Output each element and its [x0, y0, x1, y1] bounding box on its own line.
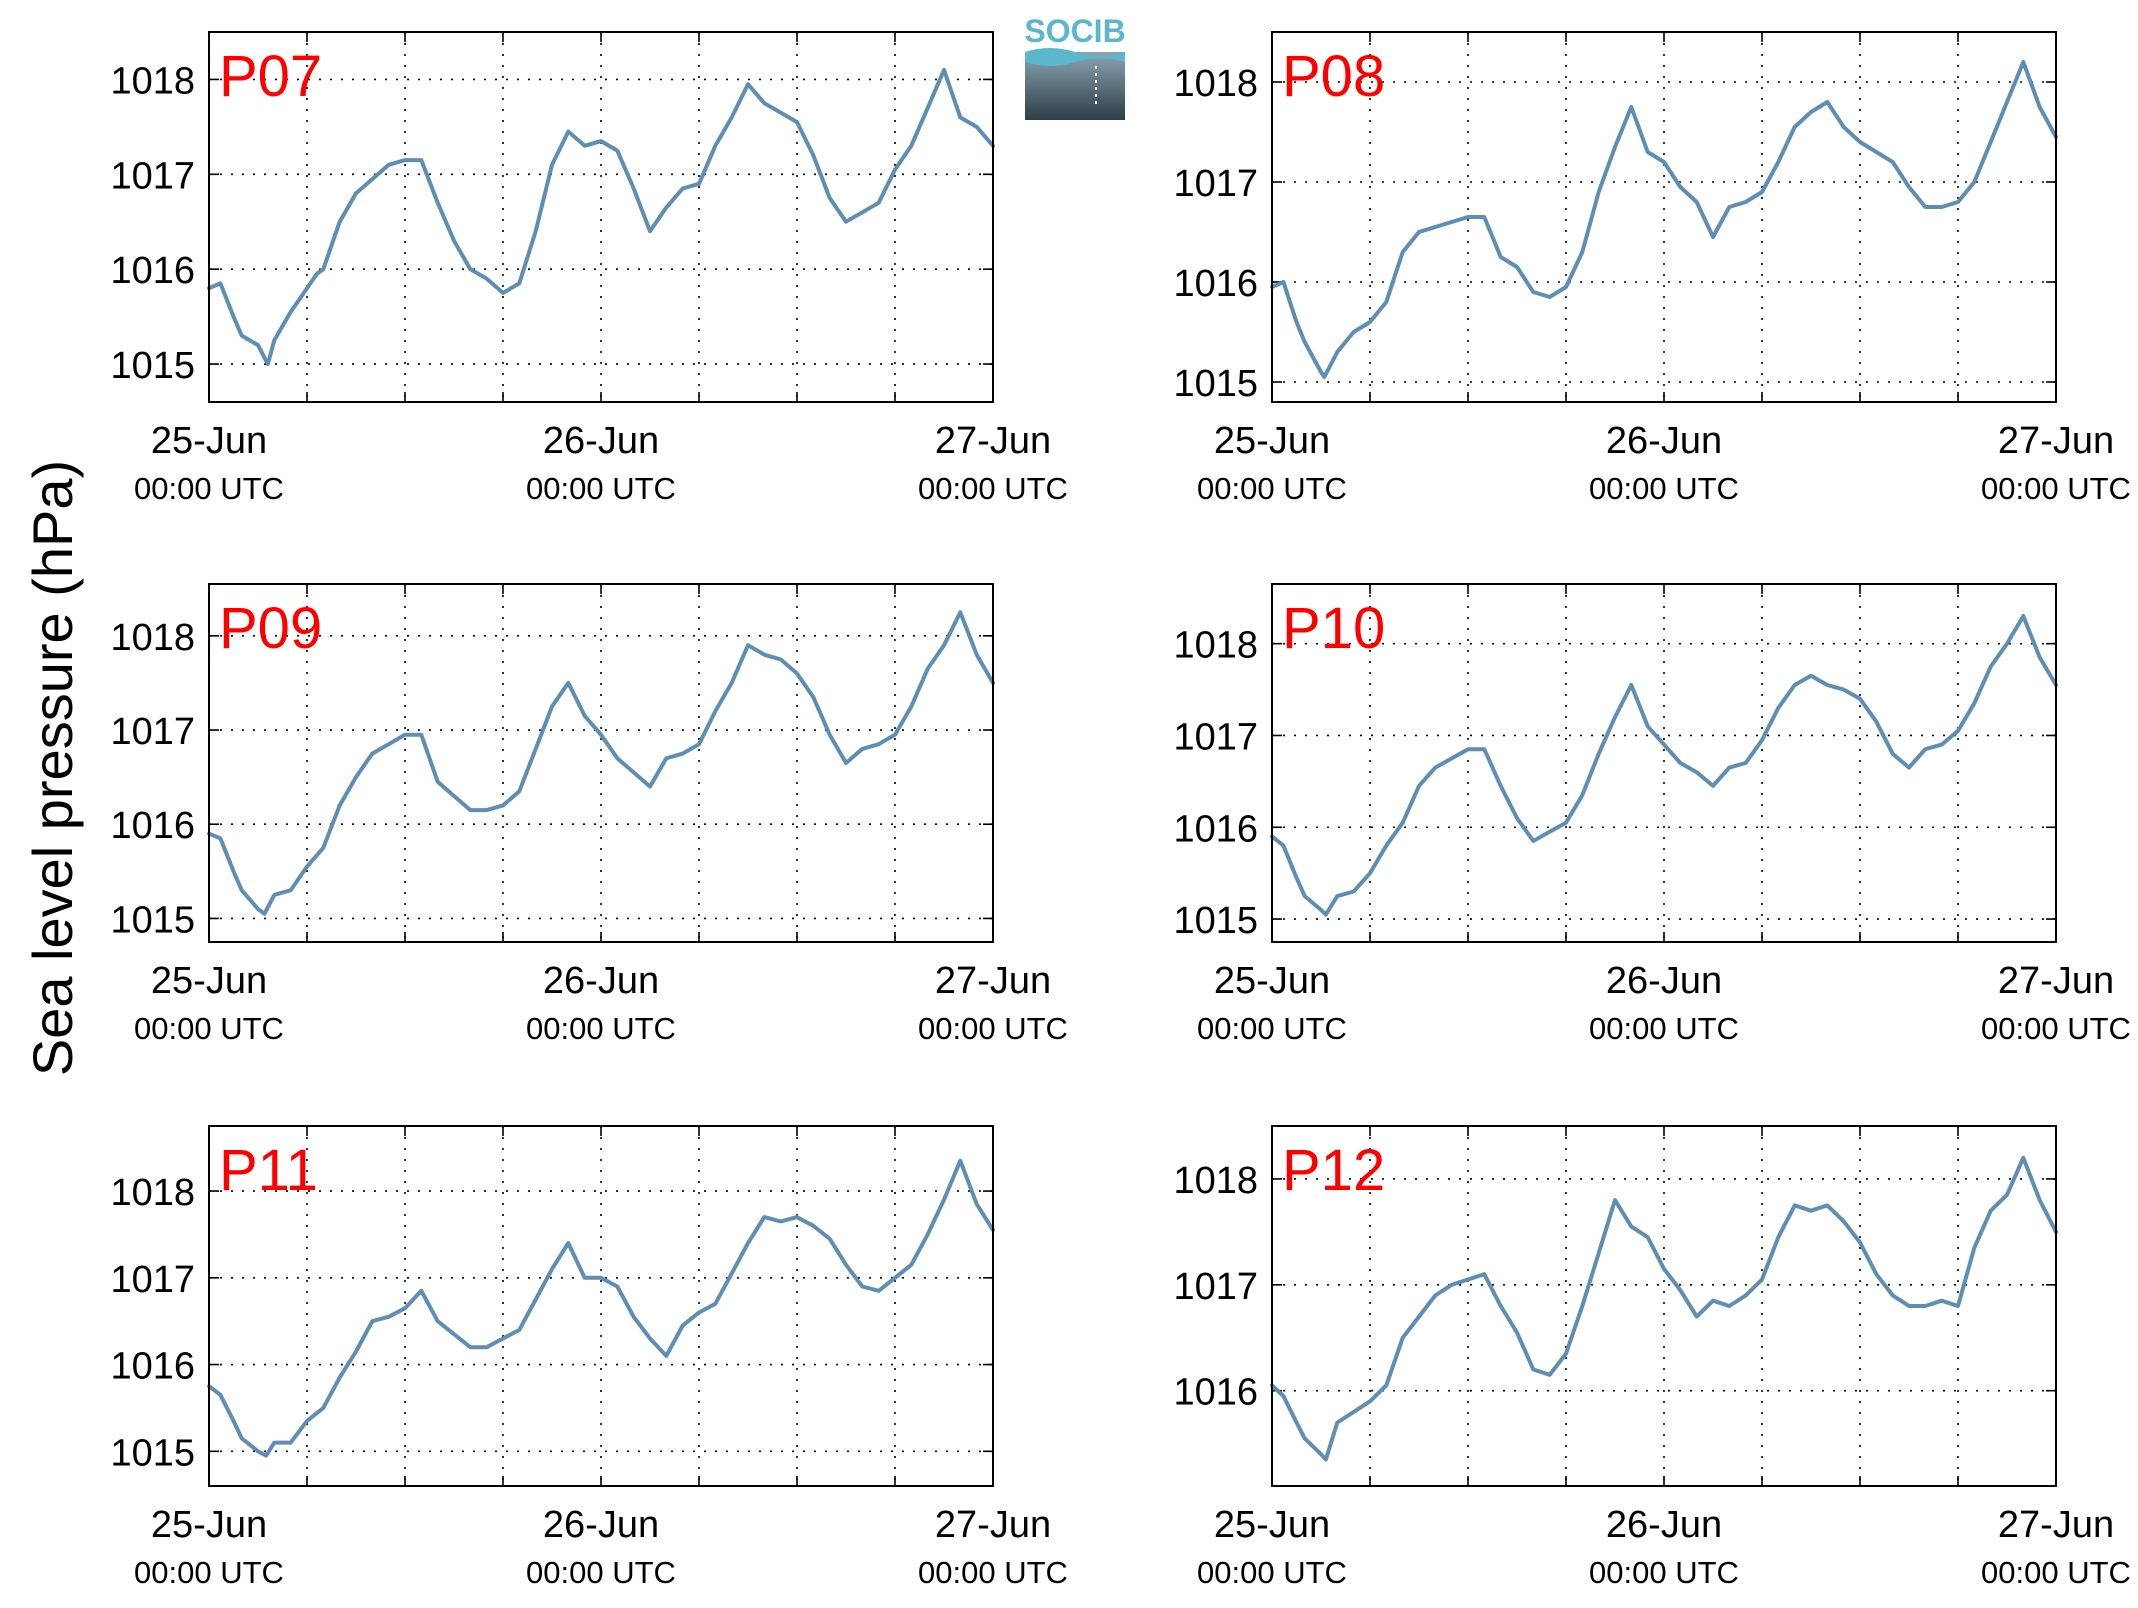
panel-p10: 1015 1016 1017 1018 25-Jun 00:00 UTC 26-Jun 00:… [1173, 583, 2131, 1046]
x-tick-label-time: 00:00 UTC [1981, 1011, 2131, 1046]
x-tick-label-date: 25-Jun [1214, 960, 1330, 1002]
x-tick-label-time: 00:00 UTC [918, 471, 1068, 506]
x-tick-label-date: 25-Jun [1214, 420, 1330, 462]
plot-frame [208, 31, 994, 403]
x-tick-label-date: 27-Jun [935, 1504, 1051, 1546]
x-tick-label-time: 00:00 UTC [918, 1011, 1068, 1046]
plot-frame [1271, 583, 2057, 943]
y-tick-label: 1015 [1173, 363, 1258, 405]
x-tick-label-time: 00:00 UTC [1981, 1555, 2131, 1590]
y-tick-label: 1015 [110, 345, 195, 387]
y-tick-label: 1016 [110, 805, 195, 847]
series-line-p07 [207, 67, 995, 367]
x-tick-label-time: 00:00 UTC [918, 1555, 1068, 1590]
y-tick-label: 1016 [1173, 808, 1258, 850]
y-tick-label: 1017 [1173, 1266, 1258, 1308]
y-tick-label: 1017 [110, 711, 195, 753]
x-tick-label-time: 00:00 UTC [1981, 471, 2131, 506]
panel-label: P09 [219, 596, 322, 661]
y-tick-label: 1017 [1173, 163, 1258, 205]
panel-label: P10 [1282, 596, 1385, 661]
panel-p11: 1015 1016 1017 1018 25-Jun 00:00 UTC 26-Jun 00:… [110, 1125, 1068, 1590]
x-tick-label-date: 26-Jun [1606, 1504, 1722, 1546]
x-tick-label-time: 00:00 UTC [1197, 1555, 1347, 1590]
y-tick-label: 1018 [1173, 1160, 1258, 1202]
y-tick-label: 1018 [1173, 63, 1258, 105]
logo-text: SOCIB [1024, 13, 1125, 49]
x-tick-label-time: 00:00 UTC [1589, 1555, 1739, 1590]
y-tick-label: 1015 [1173, 900, 1258, 942]
x-tick-label-date: 25-Jun [151, 1504, 267, 1546]
x-tick-label-date: 25-Jun [1214, 1504, 1330, 1546]
panel-label: P11 [219, 1138, 318, 1203]
x-tick-label-date: 27-Jun [1998, 420, 2114, 462]
y-tick-label: 1016 [1173, 1372, 1258, 1414]
plot-frame [208, 1125, 994, 1487]
x-tick-label-date: 27-Jun [1998, 960, 2114, 1002]
x-tick-label-date: 25-Jun [151, 960, 267, 1002]
y-tick-label: 1017 [1173, 716, 1258, 758]
series-line-p12 [1270, 1155, 2058, 1462]
y-tick-label: 1018 [110, 617, 195, 659]
plot-frame [208, 583, 994, 943]
series-line-p11 [207, 1158, 995, 1458]
x-tick-label-time: 00:00 UTC [526, 1011, 676, 1046]
x-tick-label-time: 00:00 UTC [134, 1555, 284, 1590]
panel-label: P08 [1282, 44, 1385, 109]
x-tick-label-date: 26-Jun [543, 1504, 659, 1546]
panel-label: P12 [1282, 1138, 1385, 1203]
panel-p12: 1016 1017 1018 25-Jun 00:00 UTC 26-Jun 00:00 U… [1173, 1125, 2131, 1590]
series-line-p10 [1270, 614, 2058, 917]
y-tick-label: 1017 [110, 155, 195, 197]
x-tick-label-time: 00:00 UTC [1589, 1011, 1739, 1046]
y-tick-label: 1017 [110, 1259, 195, 1301]
series-line-p08 [1270, 60, 2058, 379]
x-tick-label-time: 00:00 UTC [1197, 471, 1347, 506]
y-tick-label: 1015 [110, 1432, 195, 1474]
panel-p09: 1015 1016 1017 1018 25-Jun 00:00 UTC 26-Jun 00:… [110, 583, 1068, 1046]
plot-frame [1271, 1125, 2057, 1487]
x-tick-label-date: 27-Jun [1998, 1504, 2114, 1546]
y-axis-label: Sea level pressure (hPa) [21, 460, 84, 1076]
panel-label: P07 [219, 44, 322, 109]
plot-frame [1271, 31, 2057, 403]
panel-p08: 1015 1016 1017 1018 25-Jun 00:00 UTC 26-Jun 00:… [1173, 31, 2131, 506]
x-tick-label-time: 00:00 UTC [526, 1555, 676, 1590]
x-tick-label-date: 26-Jun [543, 420, 659, 462]
series-line-p09 [207, 610, 995, 916]
x-tick-label-date: 26-Jun [1606, 960, 1722, 1002]
x-tick-label-time: 00:00 UTC [134, 471, 284, 506]
y-tick-label: 1018 [1173, 625, 1258, 667]
y-tick-label: 1015 [110, 899, 195, 941]
socib-logo: SOCIB [1024, 13, 1126, 120]
y-tick-label: 1016 [110, 250, 195, 292]
x-tick-label-time: 00:00 UTC [1589, 471, 1739, 506]
x-tick-label-date: 27-Jun [935, 420, 1051, 462]
x-tick-label-time: 00:00 UTC [1197, 1011, 1347, 1046]
x-tick-label-date: 26-Jun [543, 960, 659, 1002]
panel-p07: 1015 1016 1017 1018 25-Jun 00:00 UTC 26-Jun 00:… [110, 31, 1068, 506]
x-tick-label-date: 25-Jun [151, 420, 267, 462]
y-tick-label: 1018 [110, 60, 195, 102]
y-tick-label: 1018 [110, 1172, 195, 1214]
y-tick-label: 1016 [110, 1346, 195, 1388]
x-tick-label-date: 26-Jun [1606, 420, 1722, 462]
x-tick-label-time: 00:00 UTC [134, 1011, 284, 1046]
x-tick-label-date: 27-Jun [935, 960, 1051, 1002]
x-tick-label-time: 00:00 UTC [526, 471, 676, 506]
y-tick-label: 1016 [1173, 263, 1258, 305]
